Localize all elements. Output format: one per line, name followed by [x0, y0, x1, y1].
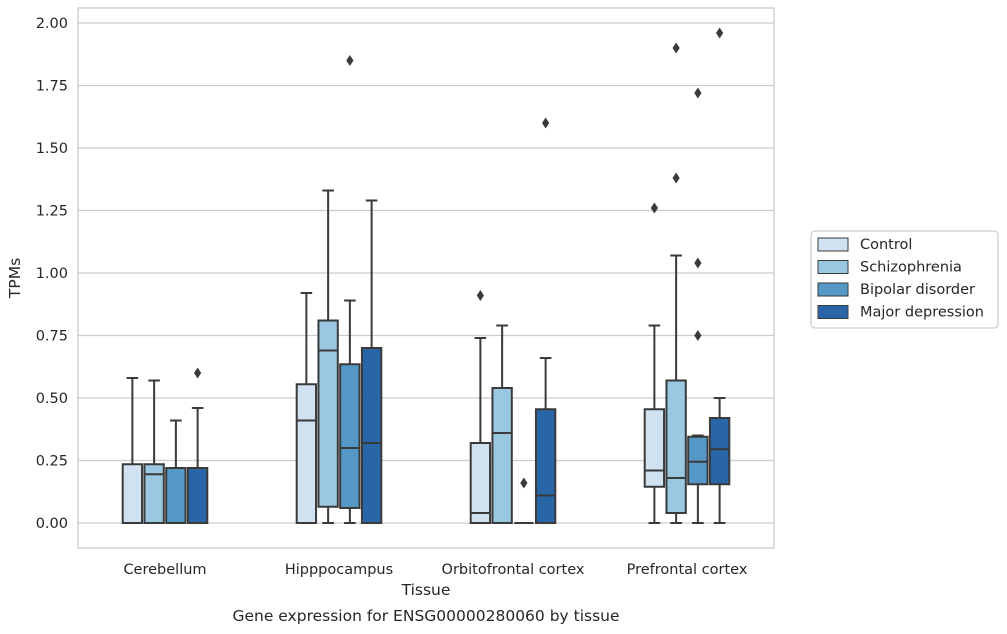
box-iqr: [295, 383, 318, 524]
x-tick-label: Hipppocampus: [285, 562, 393, 578]
legend-label: Schizophrenia: [860, 260, 962, 276]
box-bipolar-disorder: [165, 419, 187, 524]
x-tick-label: Cerebellum: [123, 562, 206, 578]
y-tick-label: 0.75: [36, 329, 68, 345]
legend-swatch: [817, 237, 849, 252]
box-control: [295, 292, 318, 524]
y-axis-label: TPMs: [6, 258, 24, 299]
y-tick-label: 1.50: [36, 141, 68, 157]
box-control: [643, 202, 666, 524]
legend-swatch: [817, 282, 849, 297]
box-iqr: [121, 463, 144, 524]
box-iqr: [534, 408, 557, 524]
outlier-point: [694, 257, 702, 269]
y-tick-label: 1.25: [36, 204, 68, 220]
y-tick-label: 1.75: [36, 79, 68, 95]
box-major-depression: [360, 199, 383, 524]
box-iqr: [143, 463, 165, 524]
legend: Control Schizophrenia Bipolar disorder Majo…: [810, 230, 999, 329]
x-tick-label: Orbitofrontal cortex: [442, 562, 585, 578]
x-axis-label: Tissue: [401, 581, 451, 599]
outlier-point: [476, 290, 484, 301]
grid-lines: [78, 22, 774, 524]
box-iqr: [491, 387, 513, 524]
outlier-point: [346, 55, 354, 66]
legend-swatch: [817, 305, 849, 319]
y-tick-label: 0.50: [36, 391, 68, 407]
box-schizophrenia: [491, 324, 513, 524]
legend-label: Bipolar disorder: [860, 282, 975, 298]
legend-frame: [810, 230, 999, 329]
box-control: [469, 290, 492, 524]
outlier-point: [650, 202, 658, 214]
box-iqr: [317, 319, 339, 508]
outlier-point: [672, 42, 680, 54]
legend-label: Major depression: [860, 305, 984, 321]
box-major-depression: [708, 27, 731, 524]
x-tick-label: Prefrontal cortex: [627, 562, 748, 578]
box-iqr: [665, 379, 687, 514]
legend-swatch: [817, 260, 849, 274]
box-control: [121, 377, 144, 524]
box-major-depression: [186, 367, 209, 524]
box-iqr: [360, 347, 383, 524]
outlier-point: [694, 87, 702, 99]
box-iqr: [687, 435, 709, 486]
box-schizophrenia: [665, 42, 687, 524]
box-schizophrenia: [317, 189, 339, 524]
box-iqr: [186, 467, 209, 524]
box-iqr: [165, 467, 187, 524]
outlier-point: [542, 117, 550, 129]
chart-caption: Gene expression for ENSG00000280060 by t…: [232, 607, 619, 625]
y-tick-label: 2.00: [36, 16, 68, 32]
box-iqr: [643, 408, 666, 488]
box-plots: [121, 27, 731, 524]
y-tick-label: 0.25: [36, 454, 68, 470]
plot-frame: [77, 7, 775, 549]
outlier-point: [520, 477, 528, 489]
box-major-depression: [534, 117, 557, 524]
box-bipolar-disorder: [339, 55, 361, 524]
outlier-point: [194, 367, 202, 379]
axes: 0.00 0.25 0.50 0.75 1.00 1.25 1.50 1.75 2.00 Cere…: [36, 16, 748, 578]
outlier-point: [716, 27, 724, 39]
y-tick-label: 0.00: [36, 516, 68, 532]
box-bipolar-disorder: [687, 87, 709, 524]
legend-label: Control: [860, 237, 912, 253]
box-schizophrenia: [143, 379, 165, 524]
box-iqr: [708, 417, 731, 486]
box-iqr: [339, 363, 361, 509]
box-iqr: [469, 442, 492, 524]
outlier-point: [694, 330, 702, 341]
box-bipolar-disorder: [514, 477, 534, 524]
outlier-point: [672, 172, 680, 184]
y-tick-label: 1.00: [36, 266, 68, 282]
